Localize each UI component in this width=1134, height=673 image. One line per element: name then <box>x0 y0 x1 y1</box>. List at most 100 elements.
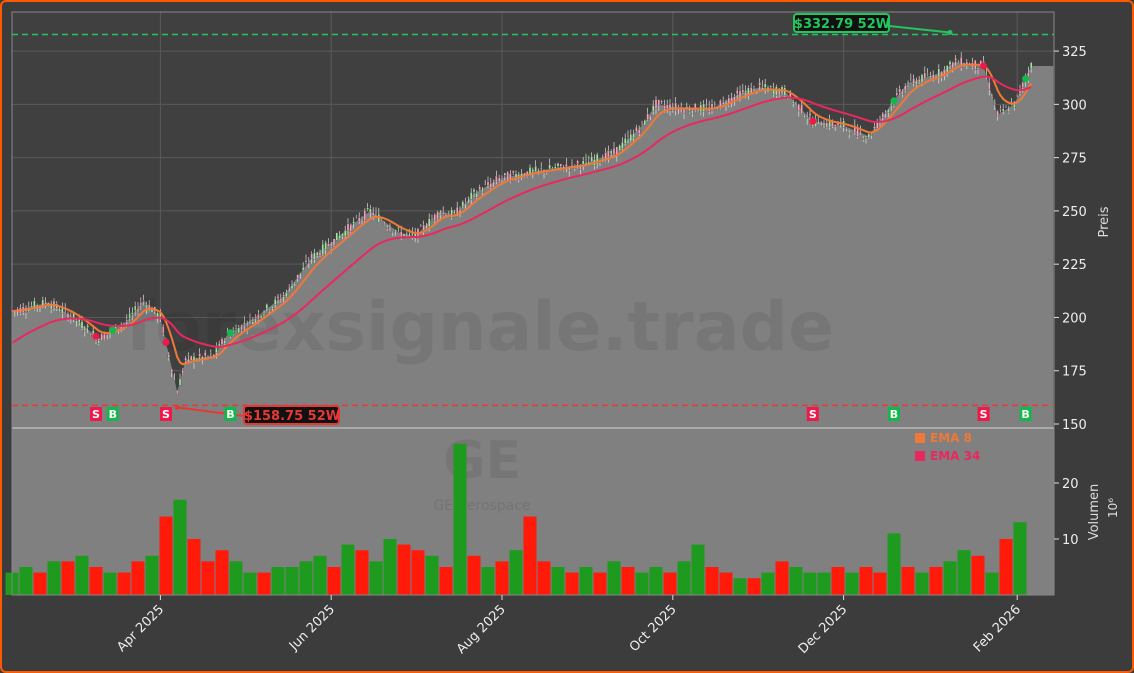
candle-body <box>652 105 655 112</box>
candle-body <box>881 112 884 118</box>
candle-body <box>509 173 512 182</box>
candle-body <box>694 103 697 112</box>
candle-body <box>660 100 663 103</box>
volume-bar <box>411 550 425 595</box>
volume-bar <box>215 550 229 595</box>
volume-bar <box>369 561 383 595</box>
candle-body <box>531 169 534 173</box>
signal-marker-s <box>806 407 819 421</box>
candle-body <box>428 218 431 227</box>
candle-body <box>705 104 708 107</box>
candle-body <box>489 183 492 188</box>
candle-body <box>500 178 504 180</box>
volume-bar <box>635 572 649 595</box>
candle-body <box>895 92 898 96</box>
candle-body <box>948 61 952 65</box>
volume-bar <box>999 539 1013 595</box>
candle-body <box>929 75 932 78</box>
arrow-head <box>947 29 953 35</box>
volume-bar <box>831 567 845 595</box>
candle-body <box>904 85 907 91</box>
candle-body <box>901 90 904 95</box>
candle-body <box>170 368 173 373</box>
volume-bar <box>19 567 33 595</box>
candle-body <box>181 370 184 374</box>
volume-bar <box>565 572 579 595</box>
candle-body <box>453 211 456 214</box>
candle-body <box>674 102 677 111</box>
candle-body <box>176 392 179 396</box>
candle-body <box>526 171 529 177</box>
candle-body <box>915 80 918 85</box>
candle-body <box>358 217 361 222</box>
volume-bar <box>607 561 621 595</box>
candle-body <box>554 166 557 169</box>
candle-body <box>352 221 355 225</box>
candle-body <box>439 212 442 216</box>
candle-body <box>61 307 64 314</box>
volume-bar <box>481 567 495 595</box>
candle-body <box>691 110 694 114</box>
candle-body <box>391 231 394 233</box>
price-tick-label: 300 <box>1062 98 1087 113</box>
candle-body <box>990 96 994 99</box>
candle-body <box>618 144 621 151</box>
crossover-dot <box>890 97 898 105</box>
crossover-dot <box>109 326 117 334</box>
watermark-name: GE Aerospace <box>433 498 530 514</box>
signal-label: B <box>226 408 234 421</box>
signal-label: B <box>109 408 117 421</box>
volume-bar <box>341 544 355 595</box>
candle-body <box>862 138 865 140</box>
candle-body <box>282 294 285 298</box>
candle-body <box>355 216 358 218</box>
candle-body <box>926 73 929 75</box>
volume-bar <box>593 572 607 595</box>
candle-body <box>817 117 820 119</box>
candle-body <box>299 272 302 274</box>
candle-body <box>800 104 803 114</box>
candle-body <box>136 307 140 313</box>
candle-body <box>394 229 397 233</box>
volume-axis-unit: 10⁶ <box>1106 498 1120 518</box>
candle-body <box>719 99 722 109</box>
candle-body <box>988 81 991 90</box>
candle-body <box>218 343 221 348</box>
candle-body <box>486 181 490 186</box>
volume-bar <box>355 550 369 595</box>
candle-body <box>475 193 478 198</box>
candle-body <box>24 311 28 313</box>
candle-body <box>514 173 518 178</box>
volume-bar <box>817 572 831 595</box>
candle-body <box>285 292 288 297</box>
volume-bar <box>733 578 747 595</box>
candle-body <box>254 315 257 319</box>
candle-body <box>856 126 859 138</box>
candle-body <box>187 354 190 357</box>
candle-body <box>1016 94 1019 96</box>
candle-body <box>696 111 700 114</box>
volume-bar <box>173 499 187 595</box>
candle-body <box>730 97 733 102</box>
candle-body <box>363 210 366 221</box>
candle-body <box>657 99 660 106</box>
volume-bar <box>299 561 313 595</box>
signal-label: B <box>1021 408 1029 421</box>
legend-label-ema-34: EMA 34 <box>930 449 980 463</box>
candle-body <box>349 223 352 232</box>
date-tick-label: Aug 2025 <box>454 602 509 657</box>
candle-body <box>716 109 719 111</box>
candle-body <box>722 99 725 102</box>
candle-body <box>148 304 151 310</box>
volume-bar <box>187 539 201 595</box>
candle-body <box>481 190 484 193</box>
candle-body <box>954 57 957 61</box>
volume-bar <box>33 572 47 595</box>
price-tick-label: 275 <box>1062 152 1087 167</box>
candle-body <box>290 284 294 290</box>
candle-body <box>918 79 921 83</box>
candle-body <box>503 172 506 176</box>
volume-bar <box>425 555 439 595</box>
candle-body <box>248 316 252 319</box>
candle-body <box>467 196 470 199</box>
